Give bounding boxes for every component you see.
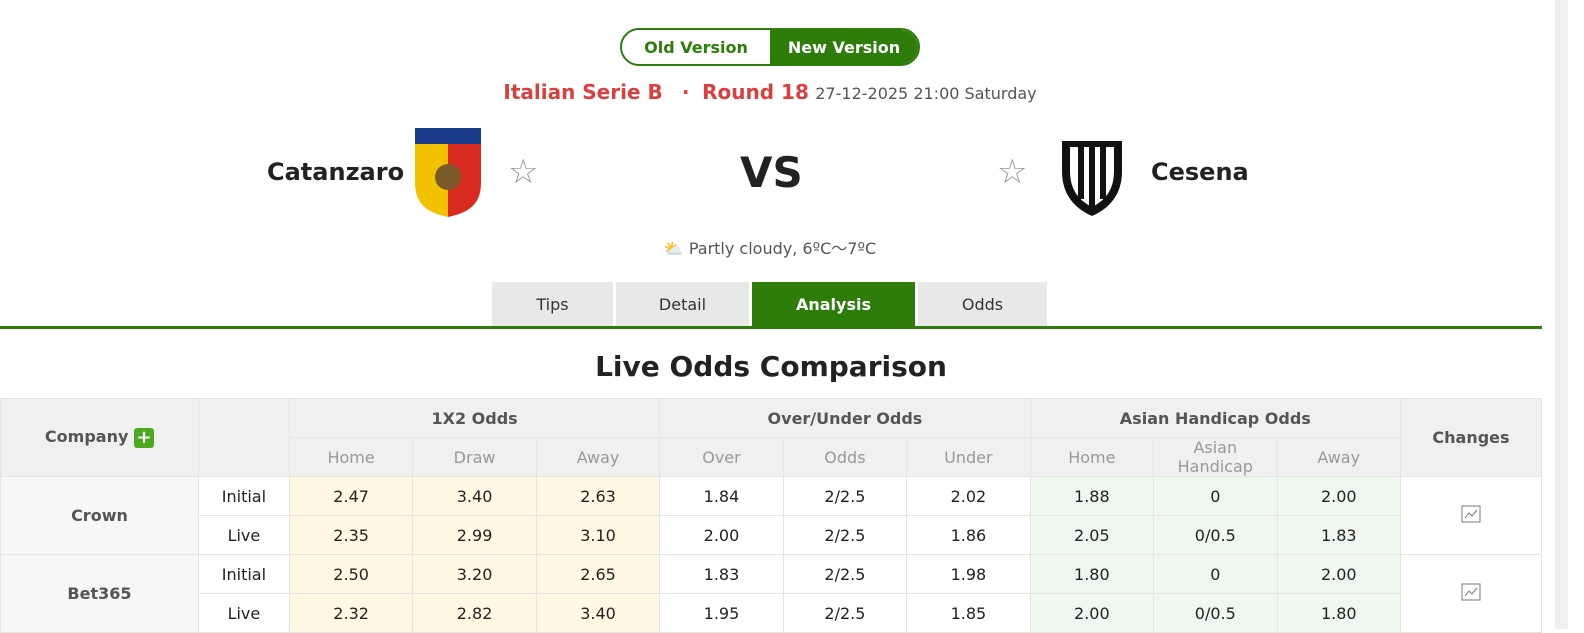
type-header <box>197 398 290 477</box>
add-company-plus-icon[interactable]: + <box>133 427 154 448</box>
subheader: Odds <box>782 437 908 477</box>
match-datetime: 27-12-2025 21:00 Saturday <box>815 84 1037 103</box>
odds-cell: 2.47 <box>288 476 414 516</box>
odds-cell: 2.00 <box>1276 554 1401 594</box>
home-team-name[interactable]: Catanzaro <box>267 158 405 186</box>
favorite-home-star-icon[interactable]: ☆ <box>508 152 539 192</box>
odds-cell: 0/0.5 <box>1153 515 1278 555</box>
new-version-button[interactable]: New Version <box>770 30 918 64</box>
header-1x2: 1X2 Odds <box>288 398 661 438</box>
table-row: Live 2.35 2.99 3.10 2.00 2/2.5 1.86 2.05 0/0.5 1.… <box>1 515 1542 555</box>
old-version-button[interactable]: Old Version <box>622 30 770 64</box>
weather: ⛅ Partly cloudy, 6ºC～7ºC <box>0 235 1540 259</box>
away-team-name[interactable]: Cesena <box>1151 158 1249 186</box>
odds-table: Company + 1X2 Odds Over/Under Odds Asian… <box>0 398 1543 633</box>
away-team-logo <box>1062 141 1122 216</box>
tab-detail[interactable]: Detail <box>616 282 749 327</box>
odds-cell: 3.20 <box>412 554 537 594</box>
odds-cell: 2/2.5 <box>782 476 908 516</box>
table-row: Crown Initial 2.47 3.40 2.63 1.84 2/2.5 2.02 1.8… <box>0 476 1543 555</box>
odds-cell: 1.88 <box>1029 476 1155 516</box>
odds-cell: 0 <box>1153 476 1278 516</box>
company-header: Company + <box>0 398 199 477</box>
table-row: Bet365 Initial 2.50 3.20 2.65 1.83 2/2.5 1.98 1.… <box>0 554 1543 633</box>
odds-cell: 0 <box>1153 554 1278 594</box>
version-toggle: Old Version New Version <box>620 28 920 66</box>
separator: · <box>681 80 690 104</box>
odds-cell: 2/2.5 <box>782 554 908 594</box>
odds-cell: 2.32 <box>288 593 414 633</box>
odds-cell: 3.40 <box>412 476 537 516</box>
odds-cell: 2.63 <box>535 476 661 516</box>
subheader: Under <box>906 437 1031 477</box>
odds-cell: 1.86 <box>906 515 1031 555</box>
round: Round 18 <box>702 80 809 104</box>
odds-cell: 2.65 <box>535 554 661 594</box>
match-info: Italian Serie B · Round 18 27-12-2025 21… <box>0 80 1540 104</box>
odds-cell: 2/2.5 <box>782 593 908 633</box>
odds-cell: 1.98 <box>906 554 1031 594</box>
odds-cell: 2.35 <box>288 515 414 555</box>
odds-cell: 2.05 <box>1029 515 1155 555</box>
header-over-under: Over/Under Odds <box>659 398 1031 438</box>
subheader: Asian Handicap <box>1153 437 1278 477</box>
weather-text: Partly cloudy, 6ºC～7ºC <box>688 239 877 258</box>
header-asian-handicap: Asian Handicap Odds <box>1029 398 1401 438</box>
changes-header: Changes <box>1399 398 1543 477</box>
league-link[interactable]: Italian Serie B <box>503 80 663 104</box>
divider <box>0 326 1542 329</box>
subheader: Draw <box>412 437 537 477</box>
section-title: Live Odds Comparison <box>595 350 947 383</box>
home-team-logo <box>415 128 481 217</box>
odds-cell: 3.10 <box>535 515 661 555</box>
odds-cell: 1.84 <box>659 476 784 516</box>
odds-cell: 1.95 <box>659 593 784 633</box>
table-row: Live 2.32 2.82 3.40 1.95 2/2.5 1.85 2.00 0/0.5 1.… <box>1 593 1542 633</box>
company-name[interactable]: Bet365 <box>0 554 199 633</box>
scrollbar[interactable] <box>1555 0 1568 629</box>
odds-cell: 1.80 <box>1276 593 1401 633</box>
tab-odds[interactable]: Odds <box>918 282 1047 327</box>
odds-cell: 3.40 <box>535 593 661 633</box>
company-name[interactable]: Crown <box>0 476 199 555</box>
changes-chart-icon[interactable] <box>1399 554 1543 633</box>
odds-cell: 1.85 <box>906 593 1031 633</box>
tab-tips[interactable]: Tips <box>492 282 613 327</box>
odds-cell: 2.00 <box>1029 593 1155 633</box>
tab-analysis[interactable]: Analysis <box>752 282 915 327</box>
odds-cell: 2/2.5 <box>782 515 908 555</box>
odds-cell: 2.50 <box>288 554 414 594</box>
odds-cell: 1.80 <box>1029 554 1155 594</box>
subheader: Away <box>1276 437 1401 477</box>
subheader: Over <box>659 437 784 477</box>
odds-type: Live <box>197 515 290 555</box>
odds-cell: 2.02 <box>906 476 1031 516</box>
odds-cell: 2.00 <box>1276 476 1401 516</box>
odds-cell: 2.00 <box>659 515 784 555</box>
odds-cell: 1.83 <box>1276 515 1401 555</box>
vs-label: VS <box>740 148 803 197</box>
odds-cell: 1.83 <box>659 554 784 594</box>
odds-type: Initial <box>197 476 290 516</box>
odds-cell: 2.82 <box>412 593 537 633</box>
partly-cloudy-icon: ⛅ <box>663 239 684 258</box>
odds-cell: 0/0.5 <box>1153 593 1278 633</box>
favorite-away-star-icon[interactable]: ☆ <box>997 152 1028 192</box>
odds-cell: 2.99 <box>412 515 537 555</box>
odds-type: Live <box>197 593 290 633</box>
subheader: Home <box>288 437 414 477</box>
subheader: Away <box>535 437 661 477</box>
subheader: Home <box>1029 437 1155 477</box>
changes-chart-icon[interactable] <box>1399 476 1543 555</box>
odds-type: Initial <box>197 554 290 594</box>
